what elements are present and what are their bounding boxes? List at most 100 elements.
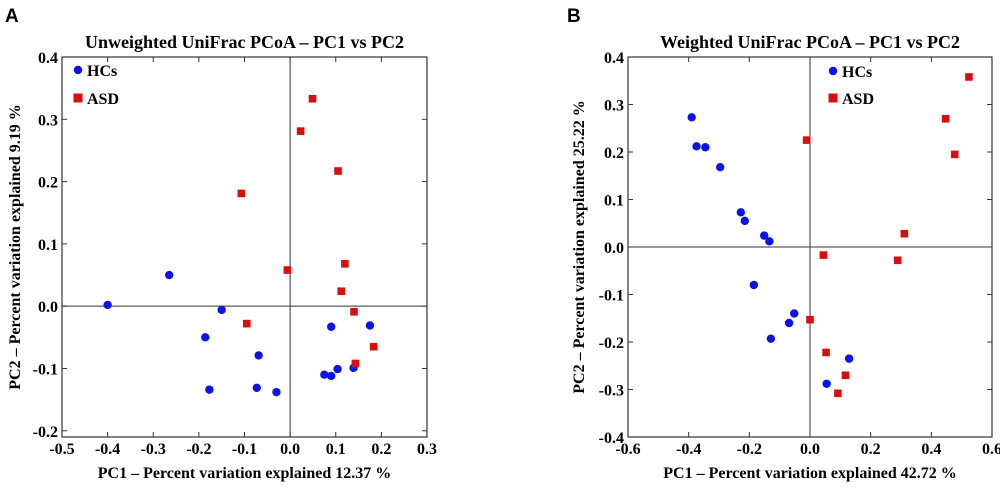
point-hcs — [320, 370, 329, 379]
y-tick-label: 0.4 — [604, 50, 624, 67]
x-tick-label: -0.2 — [737, 441, 762, 458]
series-hcs — [103, 270, 375, 397]
x-axis-label: PC1 – Percent variation explained 12.37 … — [98, 465, 391, 482]
point-asd — [941, 114, 950, 123]
y-tick-label: -0.1 — [599, 288, 624, 305]
point-hcs — [252, 383, 262, 392]
x-tick-label: 0.2 — [371, 441, 391, 458]
point-asd — [841, 371, 850, 380]
point-asd — [308, 94, 317, 103]
series-asd — [237, 94, 378, 368]
y-tick-label: 0.2 — [604, 145, 624, 162]
point-asd — [802, 136, 811, 144]
legend-label: ASD — [87, 91, 119, 108]
y-tick-label: -0.3 — [599, 383, 624, 400]
x-tick-label: -0.4 — [676, 441, 701, 458]
legend-label: HCs — [87, 63, 117, 80]
y-tick-label: 0.3 — [38, 112, 58, 129]
legend-label: ASD — [842, 91, 874, 108]
y-tick-label: 0.2 — [38, 175, 58, 192]
point-asd — [965, 73, 973, 81]
legend-item-hcs: HCs — [828, 64, 872, 81]
x-tick-label: -0.4 — [95, 441, 120, 458]
point-hcs — [749, 280, 759, 290]
point-asd — [369, 342, 378, 351]
point-hcs — [333, 364, 342, 374]
x-tick-label: -0.6 — [615, 441, 640, 458]
point-asd — [237, 189, 246, 198]
y-tick-label: 0.0 — [38, 299, 58, 316]
legend-circle-icon — [73, 65, 83, 75]
point-asd — [351, 359, 360, 368]
y-tick-label: 0.1 — [38, 237, 58, 254]
point-hcs — [716, 163, 725, 172]
point-hcs — [784, 318, 794, 328]
point-hcs — [326, 371, 336, 381]
y-tick-label: -0.2 — [599, 335, 624, 352]
point-hcs — [201, 333, 210, 342]
x-tick-label: 0.1 — [326, 441, 346, 458]
chart-title: Weighted UniFrac PCoA – PC1 vs PC2 — [660, 32, 960, 52]
point-hcs — [217, 305, 226, 315]
x-tick-label: 0.2 — [861, 441, 881, 458]
plot-frame — [61, 56, 428, 438]
y-tick-label: 0.3 — [604, 98, 624, 115]
point-asd — [337, 287, 346, 296]
x-axis-label: PC1 – Percent variation explained 42.72 … — [663, 465, 956, 482]
legend-square-icon — [828, 93, 838, 103]
legend-item-asd: ASD — [73, 91, 119, 108]
x-tick-label: -0.2 — [186, 441, 211, 458]
y-axis-label: PC2 – Percent variation explained 9.19 % — [7, 104, 24, 389]
point-hcs — [790, 309, 799, 318]
y-tick-label: -0.1 — [33, 361, 58, 378]
point-hcs — [765, 237, 774, 246]
x-tick-label: 0.3 — [417, 441, 437, 458]
y-tick-label: 0.4 — [38, 50, 58, 67]
point-asd — [893, 256, 902, 265]
point-hcs — [326, 322, 336, 331]
x-tick-label: 0.6 — [982, 441, 1000, 458]
point-asd — [242, 319, 251, 328]
x-tick-label: 0.0 — [280, 441, 300, 458]
legend-item-hcs: HCs — [73, 63, 117, 80]
x-tick-label: -0.3 — [141, 441, 166, 458]
point-asd — [950, 150, 959, 159]
chart-title: Unweighted UniFrac PCoA – PC1 vs PC2 — [85, 32, 404, 52]
point-hcs — [692, 142, 701, 151]
panel-label: A — [5, 6, 19, 27]
point-hcs — [822, 379, 831, 388]
point-hcs — [205, 385, 214, 394]
point-asd — [900, 229, 909, 238]
x-tick-label: -0.1 — [232, 441, 257, 458]
panel-a: A Unweighted UniFrac PCoA – PC1 vs PC2 -0.… — [5, 6, 437, 482]
x-tick-label: -0.5 — [49, 441, 74, 458]
point-hcs — [687, 113, 696, 122]
point-hcs — [365, 321, 375, 330]
legend-label: HCs — [842, 64, 872, 81]
point-asd — [341, 260, 349, 268]
y-tick-label: 0.0 — [604, 240, 624, 257]
point-asd — [334, 167, 342, 175]
point-hcs — [103, 300, 112, 310]
legend-item-asd: ASD — [828, 91, 874, 108]
x-tick-label: 0.0 — [800, 441, 820, 458]
point-hcs — [254, 351, 263, 360]
point-asd — [819, 251, 828, 259]
series-hcs — [687, 113, 854, 388]
point-asd — [806, 315, 814, 324]
point-hcs — [740, 216, 749, 226]
point-asd — [834, 389, 842, 398]
point-hcs — [701, 143, 710, 152]
point-asd — [283, 266, 292, 274]
series-asd — [802, 73, 973, 398]
y-tick-label: 0.1 — [604, 193, 624, 210]
point-asd — [350, 307, 358, 316]
point-asd — [296, 127, 305, 135]
point-hcs — [272, 387, 281, 397]
point-hcs — [844, 354, 854, 363]
y-tick-label: -0.4 — [599, 430, 624, 447]
y-axis-label: PC2 – Percent variation explained 25.22 … — [571, 100, 588, 393]
point-hcs — [736, 208, 746, 217]
